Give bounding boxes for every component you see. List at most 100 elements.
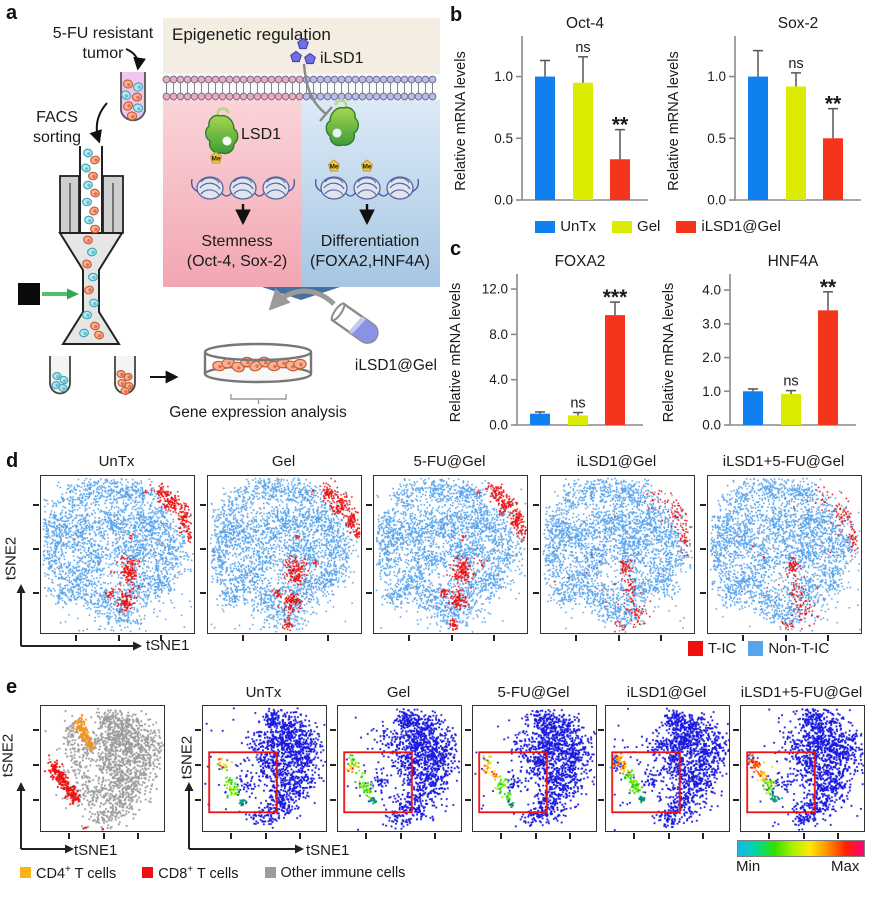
panel-label-c: c xyxy=(450,238,462,260)
svg-text:ns: ns xyxy=(575,40,590,56)
svg-text:ns: ns xyxy=(570,396,585,412)
arrow-to-tube-icon xyxy=(125,48,147,71)
differentiation-genes: (FOXA2,HNF4A) xyxy=(310,253,430,270)
bar-chart-oct4: Oct-4 Relative mRNA levels 0.0 0.5 1.0 ns ** xyxy=(452,8,657,213)
legend-item-ilsd1gel: iLSD1@Gel xyxy=(676,218,781,235)
d-title-untx: UnTx xyxy=(98,453,135,470)
tsne-plot-e-untx xyxy=(195,705,327,839)
svg-text:1.0: 1.0 xyxy=(494,69,513,84)
e-xaxis-label: tSNE1 xyxy=(306,842,350,859)
dish-rim xyxy=(203,342,313,362)
panel-label-d: d xyxy=(6,450,19,472)
tsne-plot-e-ilsd1gel xyxy=(598,705,730,839)
svg-text:Me: Me xyxy=(211,156,220,163)
e-title-5fugel: 5-FU@Gel xyxy=(497,684,570,701)
legend-immune-cells: CD4+ T cells CD8+ T cells Other immune c… xyxy=(20,864,405,882)
e-title-ilsd1gel: iLSD1@Gel xyxy=(626,684,707,701)
svg-text:HNF4A: HNF4A xyxy=(768,253,819,270)
nontic-swatch xyxy=(748,641,764,656)
lsd1-label: LSD1 xyxy=(241,126,281,143)
tic-swatch xyxy=(688,641,703,656)
nucleosomes-icon xyxy=(191,176,419,200)
legend-item-untx: UnTx xyxy=(535,218,596,235)
e-ref-xaxis-label: tSNE1 xyxy=(74,842,118,859)
d-title-ilsd15fugel: iLSD1+5-FU@Gel xyxy=(722,453,845,470)
svg-text:***: *** xyxy=(603,286,628,309)
svg-text:1.0: 1.0 xyxy=(707,69,726,84)
me-tag-icon: Me xyxy=(209,151,223,164)
arrow-to-facs-icon xyxy=(89,102,108,144)
bar-chart-hnf4a: HNF4A Relative mRNA levels 0.0 1.0 2.0 3.0 4.0… xyxy=(660,248,865,443)
panel-label-b: b xyxy=(450,4,463,26)
e-title-ilsd15fugel: iLSD1+5-FU@Gel xyxy=(740,684,863,701)
svg-text:Oct-4: Oct-4 xyxy=(566,15,604,32)
svg-text:0.0: 0.0 xyxy=(494,193,513,208)
panel-a-diagram: Epigenetic regulation iLSD1 Me LSD1 xyxy=(18,18,440,421)
tumor-label-2: tumor xyxy=(83,45,125,62)
cultured-cells xyxy=(212,356,307,373)
svg-text:Relative mRNA levels: Relative mRNA levels xyxy=(453,51,469,190)
inhibition-tbar xyxy=(319,106,333,122)
svg-text:0.0: 0.0 xyxy=(489,418,508,433)
epigenetic-title: Epigenetic regulation xyxy=(172,25,331,44)
svg-text:Me: Me xyxy=(329,164,338,171)
intensity-colorbar xyxy=(737,840,865,857)
ilsd1-label: iLSD1 xyxy=(320,50,364,67)
svg-text:Relative mRNA levels: Relative mRNA levels xyxy=(448,283,464,422)
svg-text:0.5: 0.5 xyxy=(494,131,513,146)
legend-item-nontic: Non-T-IC xyxy=(748,640,829,657)
svg-text:8.0: 8.0 xyxy=(489,327,508,342)
svg-text:**: ** xyxy=(825,93,842,116)
bar-chart-sox2: Sox-2 Relative mRNA levels 0.0 0.5 1.0 ns ** xyxy=(665,8,870,213)
lsd1-protein-inhibited-icon xyxy=(325,99,359,147)
svg-text:Me: Me xyxy=(362,164,371,171)
e-ref-axis-arrows-icon xyxy=(16,782,74,854)
legend-item-cd8: CD8+ T cells xyxy=(142,864,239,882)
ilsd1-gel-label: iLSD1@Gel xyxy=(355,357,437,374)
lipid-bilayer-icon xyxy=(162,75,437,101)
svg-text:2.0: 2.0 xyxy=(702,350,721,365)
legend-tic: T-IC Non-T-IC xyxy=(688,640,829,657)
svg-text:Relative mRNA levels: Relative mRNA levels xyxy=(661,283,677,422)
legend-item-other: Other immune cells xyxy=(264,865,405,881)
tsne-plot-d-ilsd1gel xyxy=(533,475,695,641)
d-title-ilsd1gel: iLSD1@Gel xyxy=(576,453,657,470)
tumor-cells xyxy=(121,79,144,121)
svg-text:4.0: 4.0 xyxy=(702,283,721,298)
tsne-plot-d-5fugel xyxy=(366,475,528,641)
d-axis-arrows-icon xyxy=(16,584,142,651)
tsne-plot-e-gel xyxy=(330,705,462,839)
tsne-plot-e-5fugel xyxy=(465,705,597,839)
stemness-label: Stemness xyxy=(201,233,272,250)
svg-text:0.0: 0.0 xyxy=(707,193,726,208)
svg-text:FOXA2: FOXA2 xyxy=(555,253,606,270)
ilsd1-molecules-icon xyxy=(290,37,316,65)
bracket-icon xyxy=(230,394,287,404)
svg-text:0.5: 0.5 xyxy=(707,131,726,146)
d-title-5fugel: 5-FU@Gel xyxy=(413,453,486,470)
svg-text:**: ** xyxy=(612,114,629,137)
me-tag-icon: Me xyxy=(327,159,341,172)
sorted-cells-stream xyxy=(79,148,104,340)
facs-label: FACS xyxy=(36,109,78,126)
legend-treatments: UnTx Gel iLSD1@Gel xyxy=(448,218,868,235)
svg-text:3.0: 3.0 xyxy=(702,316,721,331)
cd4-swatch xyxy=(20,867,31,879)
legend-item-gel: Gel xyxy=(612,218,660,235)
e-title-gel: Gel xyxy=(386,684,411,701)
bar-chart-foxa2: FOXA2 Relative mRNA levels 0.0 4.0 8.0 12.0 ns… xyxy=(447,248,652,443)
laser-icon xyxy=(18,283,40,305)
svg-text:Relative mRNA levels: Relative mRNA levels xyxy=(666,51,682,190)
tsne-plot-d-gel xyxy=(200,475,362,641)
me-tag-icon: Me xyxy=(360,159,374,172)
panel-label-e: e xyxy=(6,676,18,698)
svg-text:12.0: 12.0 xyxy=(482,282,508,297)
cd8-swatch xyxy=(142,867,154,879)
tsne-plot-d-untx xyxy=(33,475,195,641)
e-title-untx: UnTx xyxy=(245,684,282,701)
collected-cells xyxy=(51,369,134,396)
svg-text:ns: ns xyxy=(783,374,798,390)
colorbar-min-label: Min xyxy=(736,858,761,875)
laser-beam-arrowhead xyxy=(67,288,79,300)
